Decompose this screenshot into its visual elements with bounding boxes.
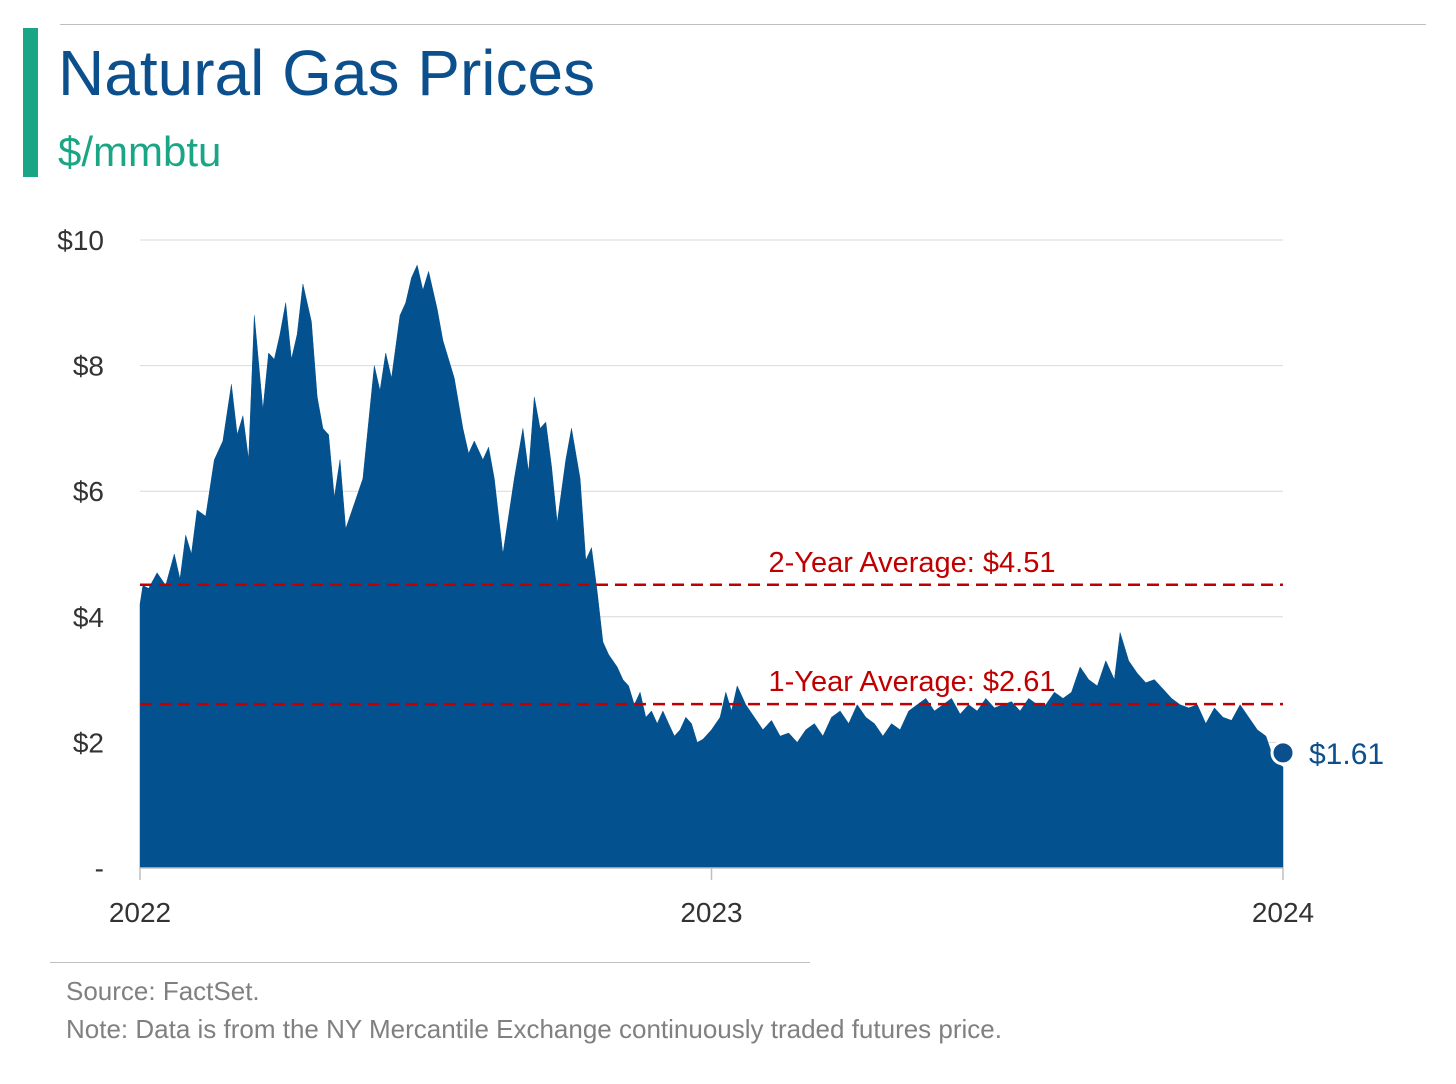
axis-labels: - $2 $4 $6 $8 $10 2022 2023 2024 bbox=[57, 225, 1314, 928]
y-tick-label: $4 bbox=[73, 602, 104, 633]
x-tick-label: 2022 bbox=[109, 897, 171, 928]
price-area bbox=[139, 264, 1284, 869]
axes bbox=[139, 867, 1284, 880]
x-tick-label: 2023 bbox=[680, 897, 742, 928]
average-lines: 2-Year Average: $4.51 1-Year Average: $2.… bbox=[140, 547, 1283, 706]
average-line-label: 1-Year Average: $2.61 bbox=[768, 666, 1055, 698]
chart-area: 2-Year Average: $4.51 1-Year Average: $2.… bbox=[57, 225, 1384, 928]
top-rule bbox=[60, 24, 1426, 25]
data-note: Note: Data is from the NY Mercantile Exc… bbox=[66, 1014, 1002, 1044]
last-price-label: $1.61 bbox=[1309, 738, 1384, 771]
y-tick-label: - bbox=[95, 853, 104, 884]
price-area-shape bbox=[139, 264, 1284, 869]
footer-rule bbox=[50, 962, 810, 963]
title-accent-bar bbox=[23, 28, 38, 177]
chart-subtitle: $/mmbtu bbox=[58, 128, 222, 175]
chart-title: Natural Gas Prices bbox=[58, 37, 596, 109]
y-tick-label: $10 bbox=[57, 225, 104, 256]
source-note: Source: FactSet. bbox=[66, 976, 260, 1006]
end-marker: $1.61 bbox=[1270, 738, 1384, 771]
y-tick-label: $2 bbox=[73, 727, 104, 758]
average-line-label: 2-Year Average: $4.51 bbox=[768, 547, 1055, 579]
x-tick-label: 2024 bbox=[1252, 897, 1314, 928]
last-price-marker bbox=[1270, 740, 1296, 766]
y-tick-label: $6 bbox=[73, 476, 104, 507]
y-tick-label: $8 bbox=[73, 351, 104, 382]
